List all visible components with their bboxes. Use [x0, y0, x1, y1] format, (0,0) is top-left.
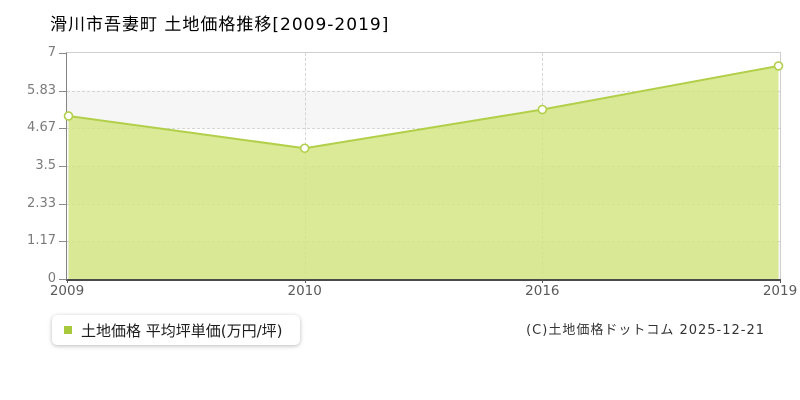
- legend: 土地価格 平均坪単価(万円/坪): [52, 315, 300, 345]
- y-tick-mark: [59, 90, 66, 92]
- y-tick-mark: [59, 241, 66, 243]
- x-tick-mark: [304, 279, 306, 283]
- y-tick-mark: [59, 128, 66, 130]
- y-gridline: [67, 90, 780, 92]
- area-fill: [68, 65, 779, 280]
- y-tick-mark: [59, 166, 66, 167]
- y-tick-label: 1.17: [27, 233, 56, 249]
- y-tick-mark: [59, 203, 66, 205]
- y-tick-label: 7: [47, 45, 56, 60]
- price-area-series: [63, 61, 784, 280]
- data-point-2009: [63, 111, 74, 121]
- legend-marker-square: [64, 326, 72, 334]
- y-tick-label: 3.5: [35, 158, 56, 173]
- y-tick-label: 0: [47, 271, 56, 286]
- plot-area: [63, 52, 784, 281]
- x-tick-label: 2010: [287, 283, 322, 299]
- data-point-2010: [299, 143, 310, 154]
- data-point-2019: [773, 61, 784, 71]
- legend-label: 土地価格 平均坪単価(万円/坪): [81, 321, 283, 340]
- y-tick-label: 5.83: [27, 82, 56, 98]
- x-tick-label: 2016: [525, 283, 560, 299]
- y-tick-mark: [59, 279, 66, 280]
- data-point-2016: [537, 104, 548, 115]
- x-tick-mark: [780, 279, 781, 283]
- y-tick-label: 4.67: [27, 120, 56, 136]
- chart-title: 滑川市吾妻町 土地価格推移[2009-2019]: [50, 15, 390, 35]
- copyright-text: (C)土地価格ドットコム 2025-12-21: [526, 323, 765, 338]
- x-tick-mark: [67, 279, 68, 283]
- series-line: [68, 64, 779, 150]
- x-tick-label: 2019: [762, 283, 798, 299]
- y-tick-label: 2.33: [27, 195, 56, 211]
- x-tick-mark: [542, 279, 544, 283]
- y-tick-mark: [59, 53, 66, 54]
- x-tick-label: 2009: [49, 283, 85, 299]
